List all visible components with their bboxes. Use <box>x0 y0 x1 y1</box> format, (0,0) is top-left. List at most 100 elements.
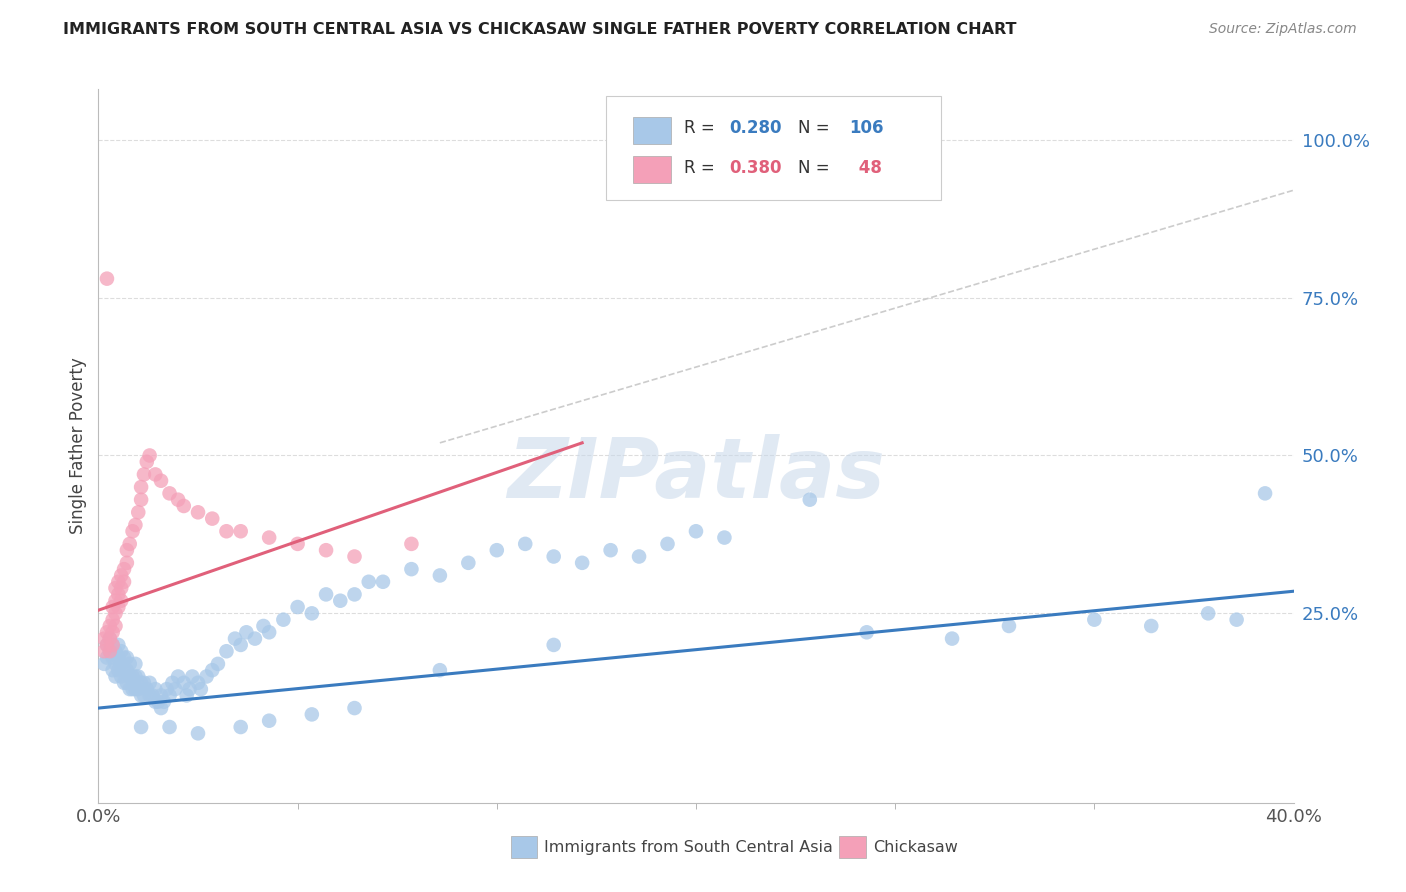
Point <box>104 607 127 621</box>
Point <box>224 632 246 646</box>
Point <box>104 669 127 683</box>
Point <box>132 675 155 690</box>
Point <box>112 663 135 677</box>
Point <box>129 492 152 507</box>
Text: ZIPatlas: ZIPatlas <box>508 434 884 515</box>
Text: Source: ZipAtlas.com: Source: ZipAtlas.com <box>1209 22 1357 37</box>
Point <box>112 574 135 589</box>
Point <box>127 682 149 697</box>
Point <box>96 638 118 652</box>
Point <box>301 707 323 722</box>
Point <box>124 517 146 532</box>
Point <box>257 714 280 728</box>
Point <box>115 650 138 665</box>
Point <box>127 669 149 683</box>
FancyBboxPatch shape <box>839 837 866 858</box>
Point <box>429 568 451 582</box>
Point <box>315 587 337 601</box>
FancyBboxPatch shape <box>633 156 671 184</box>
Point <box>235 625 257 640</box>
Point <box>143 467 166 482</box>
Point <box>187 726 209 740</box>
Point <box>257 531 280 545</box>
Point <box>543 549 565 564</box>
Point <box>998 619 1021 633</box>
Point <box>110 644 132 658</box>
Point <box>124 669 146 683</box>
Text: N =: N = <box>797 120 834 137</box>
Point <box>287 537 309 551</box>
Point <box>713 531 735 545</box>
Point <box>104 644 127 658</box>
Point <box>165 682 187 697</box>
Point <box>115 663 138 677</box>
Point <box>207 657 229 671</box>
Point <box>129 480 152 494</box>
Point <box>1226 613 1249 627</box>
Point <box>343 587 366 601</box>
Point <box>107 587 129 601</box>
Point <box>107 650 129 665</box>
Point <box>101 638 124 652</box>
Point <box>101 638 124 652</box>
Point <box>657 537 679 551</box>
Point <box>138 449 160 463</box>
Point <box>121 524 143 539</box>
Point <box>132 467 155 482</box>
Point <box>176 689 198 703</box>
Point <box>143 682 166 697</box>
Text: 48: 48 <box>852 159 882 177</box>
Point <box>124 682 146 697</box>
Point <box>98 619 121 633</box>
Point <box>150 701 173 715</box>
Point <box>167 669 190 683</box>
Point <box>107 574 129 589</box>
Text: R =: R = <box>685 159 720 177</box>
Point <box>162 675 184 690</box>
Point <box>571 556 593 570</box>
Point <box>167 492 190 507</box>
Text: R =: R = <box>685 120 720 137</box>
Text: Immigrants from South Central Asia: Immigrants from South Central Asia <box>544 839 834 855</box>
Point <box>329 593 352 607</box>
Point <box>112 675 135 690</box>
Point <box>515 537 537 551</box>
Point <box>112 562 135 576</box>
Point <box>148 695 170 709</box>
Point <box>150 474 173 488</box>
Point <box>98 644 121 658</box>
FancyBboxPatch shape <box>633 117 671 145</box>
Point <box>110 593 132 607</box>
Point <box>181 669 204 683</box>
Point <box>159 689 181 703</box>
Point <box>685 524 707 539</box>
Point <box>201 511 224 525</box>
Point <box>215 524 238 539</box>
Point <box>159 486 181 500</box>
Point <box>93 644 115 658</box>
Point <box>112 650 135 665</box>
Point <box>215 644 238 658</box>
Point <box>118 669 141 683</box>
Point <box>121 669 143 683</box>
Point <box>110 657 132 671</box>
Point <box>118 537 141 551</box>
Point <box>156 682 179 697</box>
Point <box>129 720 152 734</box>
Point <box>190 682 212 697</box>
Point <box>96 650 118 665</box>
Point <box>93 632 115 646</box>
Point <box>187 675 209 690</box>
Point <box>110 568 132 582</box>
Text: N =: N = <box>797 159 834 177</box>
Point <box>115 543 138 558</box>
Point <box>343 549 366 564</box>
Point <box>401 537 423 551</box>
Point <box>273 613 295 627</box>
Point <box>195 669 218 683</box>
Point <box>135 455 157 469</box>
Point <box>101 650 124 665</box>
Point <box>301 607 323 621</box>
Point <box>229 638 252 652</box>
Point <box>98 632 121 646</box>
